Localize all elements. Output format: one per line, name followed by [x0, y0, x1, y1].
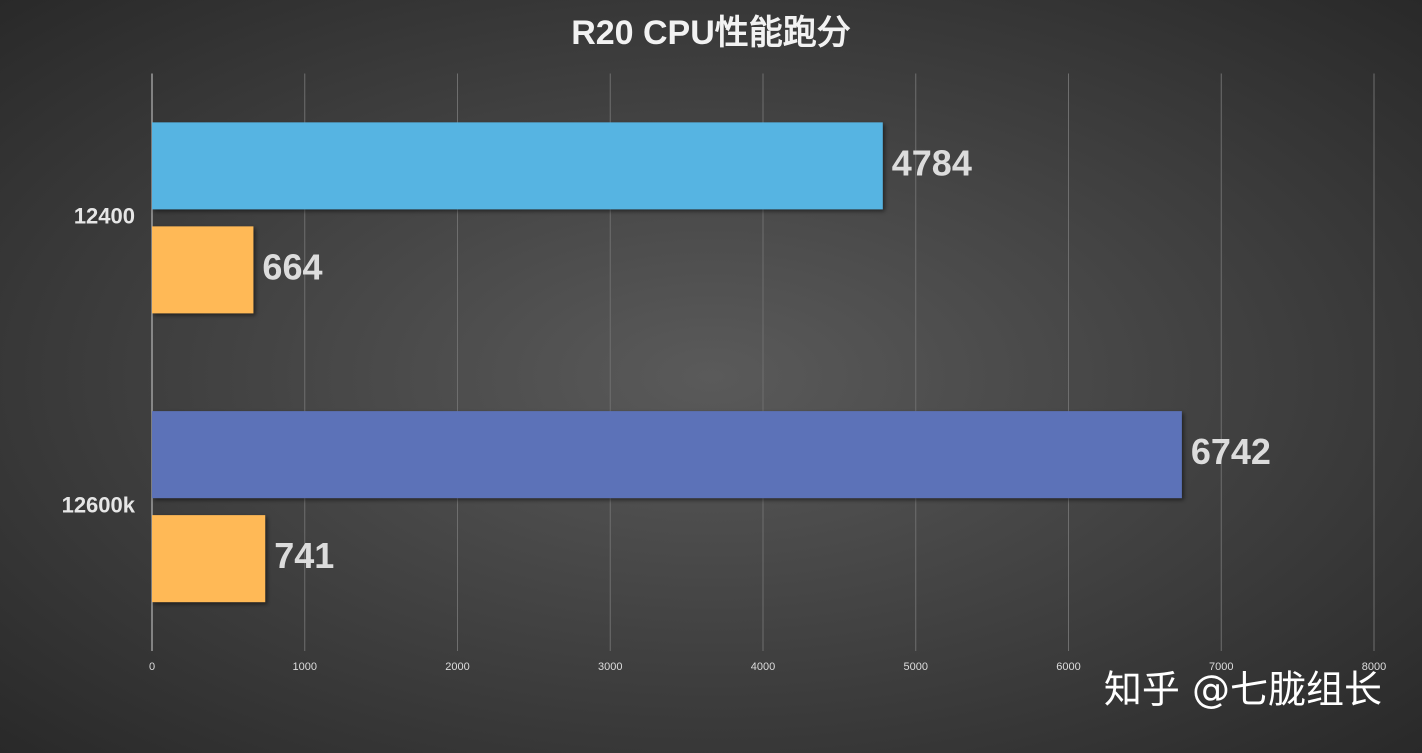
x-tick-label: 4000 — [751, 661, 775, 673]
watermark: 知乎 @七胧组长 — [1104, 668, 1382, 712]
bar — [152, 226, 254, 314]
bar — [152, 515, 266, 603]
x-tick-label: 8000 — [1362, 661, 1386, 673]
x-tick-label: 0 — [149, 661, 155, 673]
data-label: 741 — [274, 535, 334, 576]
chart-title: R20 CPU性能跑分 — [571, 14, 851, 52]
x-tick-label: 2000 — [445, 661, 469, 673]
x-tick-label: 5000 — [904, 661, 928, 673]
data-label: 6742 — [1191, 431, 1271, 472]
data-label: 4784 — [892, 142, 972, 183]
data-label: 664 — [262, 246, 322, 287]
x-tick-label: 1000 — [293, 661, 317, 673]
bar — [152, 122, 883, 210]
x-tick-label: 3000 — [598, 661, 622, 673]
x-tick-label: 7000 — [1209, 661, 1233, 673]
y-tick-label: 12400 — [74, 204, 135, 229]
x-tick-label: 6000 — [1056, 661, 1080, 673]
bar — [152, 411, 1182, 499]
y-tick-label: 12600k — [62, 492, 136, 517]
